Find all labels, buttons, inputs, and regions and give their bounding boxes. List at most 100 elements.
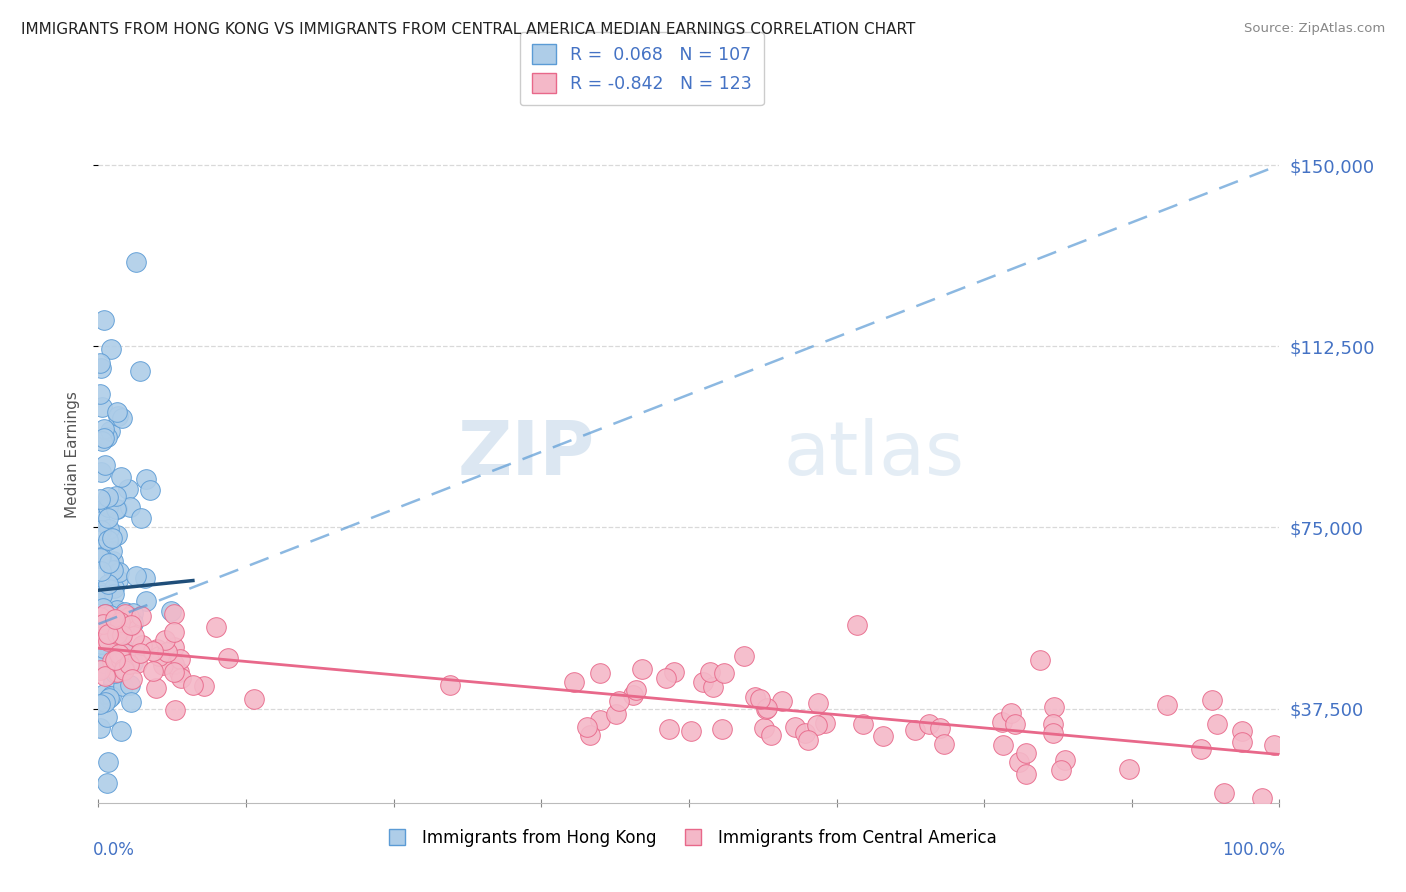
Point bbox=[125, 254, 148, 268]
Point bbox=[699, 665, 721, 680]
Point bbox=[105, 527, 128, 541]
Point bbox=[110, 470, 132, 484]
Point bbox=[1000, 706, 1022, 721]
Point bbox=[104, 666, 127, 681]
Point bbox=[662, 665, 685, 680]
Point bbox=[93, 632, 115, 647]
Point bbox=[91, 647, 114, 661]
Point bbox=[770, 694, 793, 708]
Point bbox=[160, 604, 183, 618]
Point bbox=[101, 623, 124, 637]
Point bbox=[93, 687, 115, 701]
Point bbox=[93, 640, 115, 655]
Point bbox=[89, 663, 111, 677]
Point bbox=[733, 649, 755, 664]
Point bbox=[114, 648, 136, 663]
Point bbox=[97, 627, 120, 641]
Point bbox=[156, 645, 179, 659]
Point bbox=[91, 600, 114, 615]
Point bbox=[138, 483, 160, 497]
Point bbox=[98, 625, 121, 640]
Point bbox=[108, 615, 131, 629]
Point bbox=[1042, 726, 1064, 740]
Point bbox=[754, 721, 776, 735]
Point bbox=[93, 422, 115, 436]
Point bbox=[90, 637, 112, 651]
Point bbox=[100, 342, 122, 356]
Point bbox=[806, 717, 828, 731]
Point bbox=[93, 431, 115, 445]
Point bbox=[103, 675, 125, 690]
Point bbox=[90, 564, 112, 578]
Point bbox=[655, 672, 678, 686]
Point bbox=[170, 672, 193, 686]
Point bbox=[112, 662, 135, 676]
Point bbox=[90, 465, 112, 479]
Point bbox=[243, 692, 266, 706]
Point bbox=[93, 656, 115, 670]
Point bbox=[103, 581, 125, 595]
Point bbox=[579, 728, 602, 742]
Point bbox=[128, 646, 150, 660]
Point bbox=[100, 689, 122, 703]
Point bbox=[121, 612, 143, 626]
Point bbox=[807, 696, 830, 710]
Point bbox=[107, 574, 129, 588]
Point bbox=[135, 594, 157, 608]
Point bbox=[128, 364, 150, 378]
Point bbox=[105, 405, 128, 419]
Point bbox=[112, 621, 135, 635]
Point bbox=[112, 663, 135, 677]
Point bbox=[439, 678, 461, 692]
Point bbox=[761, 728, 783, 742]
Point bbox=[110, 653, 132, 667]
Point bbox=[134, 571, 156, 585]
Point bbox=[97, 618, 120, 632]
Point bbox=[93, 312, 115, 326]
Point bbox=[163, 657, 186, 671]
Point bbox=[100, 607, 122, 622]
Point bbox=[100, 544, 122, 558]
Point bbox=[97, 755, 120, 769]
Point bbox=[928, 721, 950, 735]
Y-axis label: Median Earnings: Median Earnings bbox=[65, 392, 80, 518]
Point bbox=[96, 498, 118, 512]
Point bbox=[148, 649, 170, 664]
Point bbox=[169, 652, 191, 666]
Point bbox=[814, 715, 837, 730]
Point bbox=[89, 491, 111, 506]
Point bbox=[98, 522, 121, 536]
Text: 0.0%: 0.0% bbox=[93, 841, 135, 859]
Point bbox=[783, 720, 806, 734]
Point bbox=[1004, 716, 1026, 731]
Point bbox=[122, 616, 145, 631]
Point bbox=[117, 482, 139, 496]
Point bbox=[97, 510, 120, 524]
Point bbox=[89, 514, 111, 528]
Point bbox=[91, 624, 114, 639]
Point bbox=[90, 541, 112, 556]
Point bbox=[589, 714, 612, 728]
Point bbox=[97, 533, 120, 548]
Point bbox=[755, 702, 778, 716]
Point bbox=[576, 720, 599, 734]
Point bbox=[103, 554, 125, 568]
Point bbox=[165, 703, 187, 717]
Point bbox=[607, 694, 630, 708]
Point bbox=[93, 651, 115, 665]
Point bbox=[1043, 699, 1066, 714]
Point bbox=[749, 692, 772, 706]
Point bbox=[135, 472, 157, 486]
Point bbox=[108, 565, 131, 579]
Point bbox=[91, 616, 114, 631]
Point bbox=[111, 679, 134, 693]
Point bbox=[1156, 698, 1178, 712]
Point bbox=[120, 619, 142, 633]
Point bbox=[127, 656, 149, 670]
Point bbox=[90, 549, 112, 564]
Point bbox=[163, 625, 186, 640]
Point bbox=[1230, 724, 1253, 739]
Point bbox=[146, 642, 169, 657]
Point bbox=[1015, 746, 1038, 760]
Point bbox=[1212, 786, 1234, 800]
